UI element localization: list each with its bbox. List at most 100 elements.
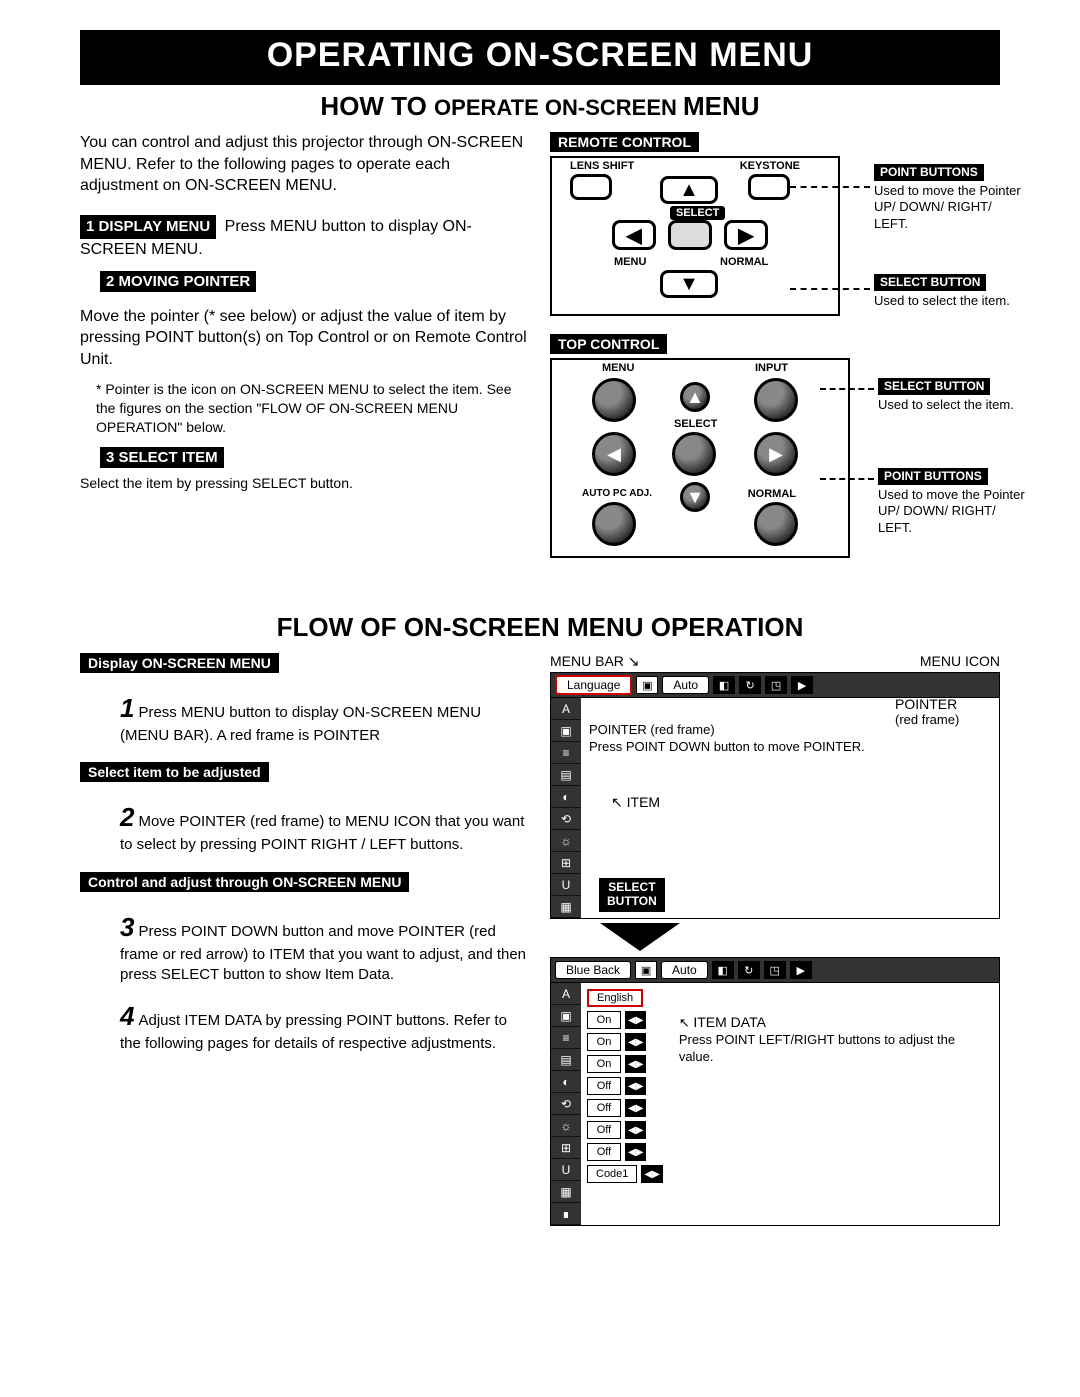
item-data-row[interactable]: Off◀▶	[587, 1141, 663, 1163]
tc-point-callout: POINT BUTTONS Used to move the Pointer U…	[878, 468, 1028, 536]
menu-icon[interactable]: ◳	[765, 676, 787, 694]
tc-point-down-button[interactable]: ▼	[680, 482, 710, 512]
remote-control-label: REMOTE CONTROL	[550, 132, 699, 152]
down-arrow-icon: ▼	[679, 273, 699, 296]
tc-auto-button[interactable]	[592, 502, 636, 546]
lens-shift-label: LENS SHIFT	[570, 160, 634, 172]
menu-icon-label: MENU ICON	[920, 653, 1000, 670]
tc-menu-label: MENU	[602, 362, 634, 374]
point-down-button[interactable]: ▼	[660, 270, 718, 298]
left-right-arrows-icon[interactable]: ◀▶	[625, 1033, 646, 1051]
flow1-label: Display ON-SCREEN MENU	[80, 653, 279, 673]
tc-select-label: SELECT	[674, 418, 717, 430]
down-arrow-icon: ▼	[686, 487, 704, 508]
tc-auto-label: AUTO PC ADJ.	[582, 488, 652, 499]
item-label: ↖ ITEM	[611, 794, 660, 811]
side-icons: A▣≡▤◐⟲☼⊞U▦	[551, 698, 581, 918]
callout-line	[790, 186, 870, 188]
left-right-arrows-icon[interactable]: ◀▶	[625, 1011, 646, 1029]
item-data-row[interactable]: Off◀▶	[587, 1097, 663, 1119]
flow-step-4: 4Adjust ITEM DATA by pressing POINT butt…	[120, 999, 530, 1054]
side-icons: A▣≡▤◐⟲☼⊞U▦∎	[551, 983, 581, 1225]
tc-menu-button[interactable]	[592, 378, 636, 422]
section2-title: FLOW OF ON-SCREEN MENU OPERATION	[80, 612, 1000, 643]
left-right-arrows-icon[interactable]: ◀▶	[625, 1143, 646, 1161]
lens-shift-button[interactable]	[570, 174, 612, 200]
select-button-box: SELECT BUTTON	[599, 878, 665, 912]
tc-point-left-button[interactable]: ◀	[592, 432, 636, 476]
left-right-arrows-icon[interactable]: ◀▶	[625, 1121, 646, 1139]
step1-label: 1 DISPLAY MENU	[80, 215, 216, 239]
menu-bar-label: MENU BAR ↘	[550, 653, 640, 670]
right-arrow-icon: ▶	[738, 223, 753, 248]
top-control-label: TOP CONTROL	[550, 334, 667, 354]
left-right-arrows-icon[interactable]: ◀▶	[625, 1055, 646, 1073]
flow-step-2: 2Move POINTER (red frame) to MENU ICON t…	[120, 800, 530, 855]
pointer-note: POINTER (red frame) Press POINT DOWN but…	[589, 722, 991, 756]
point-right-button[interactable]: ▶	[724, 220, 768, 250]
pointer-callout: POINTER (red frame)	[895, 696, 1005, 727]
flow-step-3: 3Press POINT DOWN button and move POINTE…	[120, 910, 530, 986]
up-arrow-icon: ▲	[679, 179, 699, 202]
tc-input-button[interactable]	[754, 378, 798, 422]
step2-label: 2 MOVING POINTER	[100, 271, 256, 292]
item-data-row[interactable]: On◀▶	[587, 1031, 663, 1053]
down-arrow-icon	[600, 923, 680, 951]
menu-icon[interactable]: ↻	[738, 961, 760, 979]
tc-normal-button[interactable]	[754, 502, 798, 546]
callout-line	[820, 388, 874, 390]
menu-bar-language[interactable]: Language	[555, 675, 632, 695]
section1-title: HOW TO OPERATE ON-SCREEN MENU	[80, 91, 1000, 122]
menu-bar-blueback[interactable]: Blue Back	[555, 961, 631, 979]
callout-line	[820, 478, 874, 480]
select-button-callout: SELECT BUTTON Used to select the item.	[874, 274, 1024, 309]
normal-label: NORMAL	[720, 256, 768, 268]
flow3-label: Control and adjust through ON-SCREEN MEN…	[80, 872, 409, 892]
left-right-arrows-icon[interactable]: ◀▶	[641, 1165, 662, 1183]
remote-control-diagram: LENS SHIFT KEYSTONE ▲ SELECT ◀ ▶ MENU NO…	[550, 156, 840, 316]
step3-text: Select the item by pressing SELECT butto…	[80, 474, 530, 493]
item-data-row[interactable]: Off◀▶	[587, 1075, 663, 1097]
item-data-row[interactable]: Code1◀▶	[587, 1163, 663, 1185]
menu-label: MENU	[614, 256, 646, 268]
menu-icon[interactable]: ◧	[712, 961, 734, 979]
menu-bar-1: Language ▣ Auto ◧ ↻ ◳ ▶	[550, 672, 1000, 698]
item-data-row[interactable]: On◀▶	[587, 1009, 663, 1031]
right-arrow-icon: ▶	[769, 444, 783, 465]
step2-text: Move the pointer (* see below) or adjust…	[80, 306, 530, 371]
left-right-arrows-icon[interactable]: ◀▶	[625, 1077, 646, 1095]
menu-bar-2: Blue Back ▣ Auto ◧ ↻ ◳ ▶	[550, 957, 1000, 983]
keystone-button[interactable]	[748, 174, 790, 200]
tc-select-button[interactable]	[672, 432, 716, 476]
point-left-button[interactable]: ◀	[612, 220, 656, 250]
up-arrow-icon: ▲	[686, 387, 704, 408]
item-data-row[interactable]: Off◀▶	[587, 1119, 663, 1141]
menu-icon[interactable]: ◧	[713, 676, 735, 694]
callout-line	[790, 288, 870, 290]
item-data-row[interactable]: English	[587, 987, 663, 1009]
menu-icon[interactable]: ◳	[764, 961, 786, 979]
menu-icon[interactable]: ▣	[636, 676, 658, 694]
tc-point-right-button[interactable]: ▶	[754, 432, 798, 476]
menu-bar-auto[interactable]: Auto	[662, 676, 709, 694]
select-button[interactable]	[668, 220, 712, 250]
point-buttons-callout: POINT BUTTONS Used to move the Pointer U…	[874, 164, 1024, 232]
point-up-button[interactable]: ▲	[660, 176, 718, 204]
menu-bar-auto[interactable]: Auto	[661, 961, 708, 979]
menu-icon[interactable]: ▶	[791, 676, 813, 694]
step1: 1 DISPLAY MENU Press MENU button to disp…	[80, 215, 530, 261]
menu-icon[interactable]: ▣	[635, 961, 657, 979]
tc-point-up-button[interactable]: ▲	[680, 382, 710, 412]
left-right-arrows-icon[interactable]: ◀▶	[625, 1099, 646, 1117]
menu-icon[interactable]: ▶	[790, 961, 812, 979]
intro-text: You can control and adjust this projecto…	[80, 132, 530, 197]
step3-label: 3 SELECT ITEM	[100, 447, 224, 468]
tc-normal-label: NORMAL	[748, 488, 796, 500]
flow2-label: Select item to be adjusted	[80, 762, 269, 782]
menu-icon[interactable]: ↻	[739, 676, 761, 694]
left-arrow-icon: ◀	[626, 223, 641, 248]
select-label: SELECT	[670, 206, 725, 220]
tc-input-label: INPUT	[755, 362, 788, 374]
item-data-row[interactable]: On◀▶	[587, 1053, 663, 1075]
item-data-callout: ↖ ITEM DATA Press POINT LEFT/RIGHT butto…	[679, 1013, 993, 1066]
